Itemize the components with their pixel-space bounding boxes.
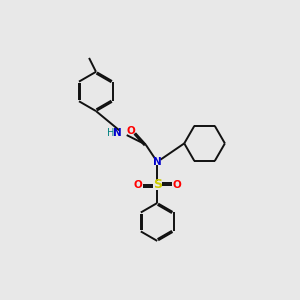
Text: O: O [127, 126, 136, 136]
Text: N: N [113, 128, 122, 138]
Text: H: H [107, 128, 114, 138]
Text: O: O [134, 180, 142, 190]
Text: S: S [153, 178, 162, 191]
Text: O: O [172, 180, 181, 190]
Text: N: N [153, 157, 162, 167]
